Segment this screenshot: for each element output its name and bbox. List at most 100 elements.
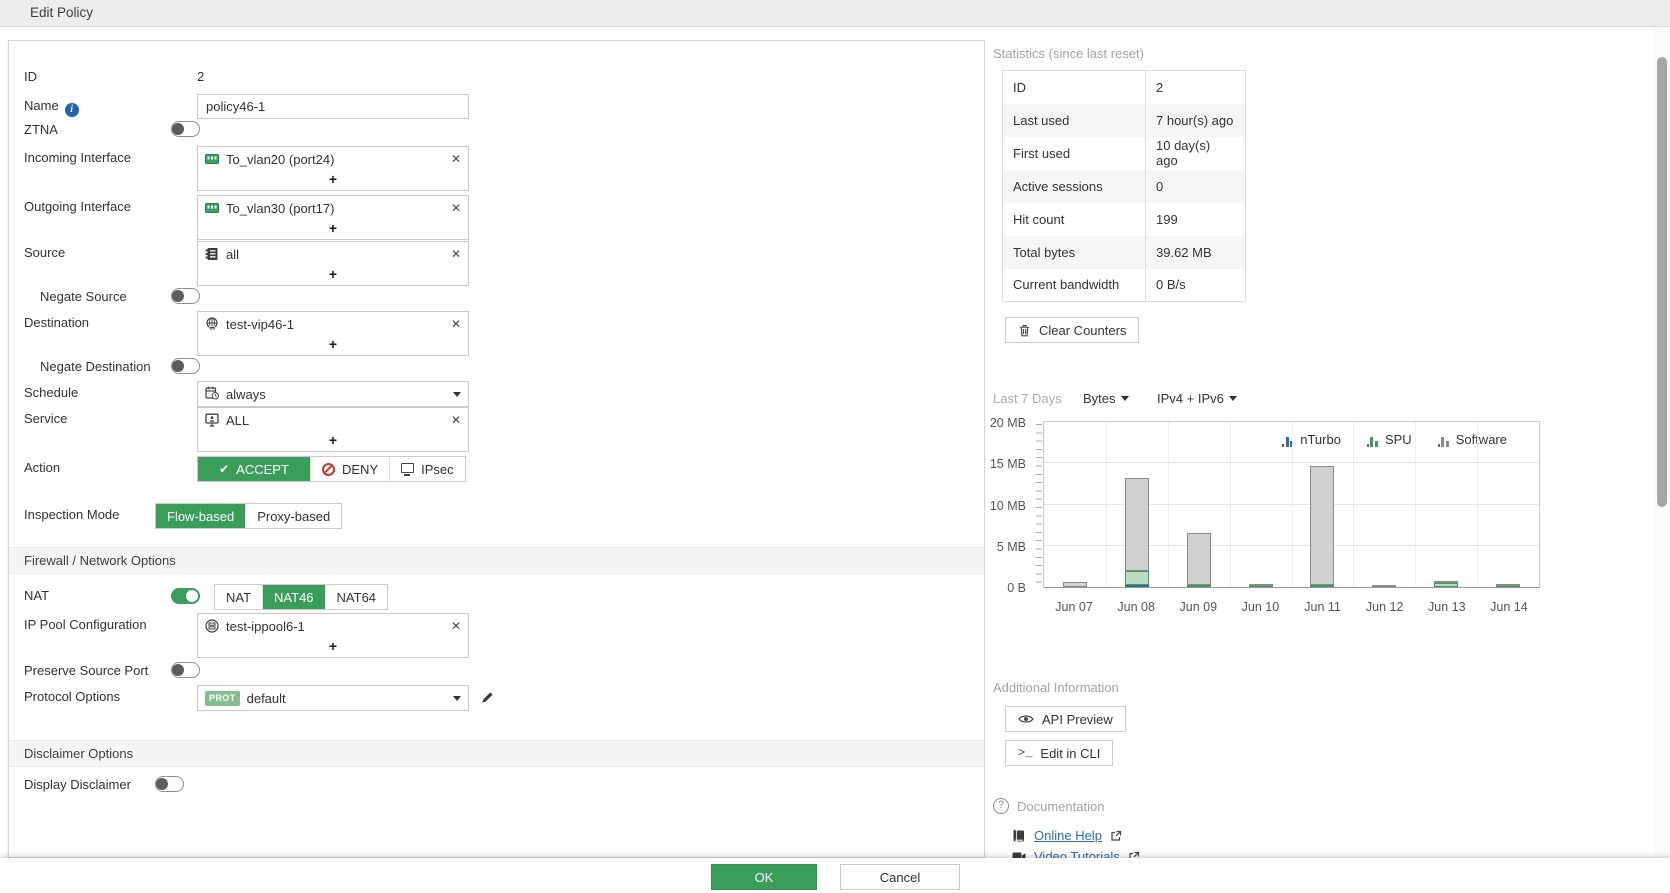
stats-row: First used 10 day(s) ago	[1003, 136, 1246, 170]
remove-icon[interactable]: ✕	[450, 413, 461, 427]
outgoing-interface-label: Outgoing Interface	[24, 199, 131, 214]
negate-destination-toggle[interactable]	[171, 358, 200, 374]
schedule-select[interactable]: always	[197, 381, 469, 407]
destination-entry: test-vip46-1 ✕	[198, 312, 468, 336]
chart-bar-segment	[1434, 582, 1459, 587]
display-disclaimer-label: Display Disclaimer	[24, 777, 131, 792]
inspection-mode-label: Inspection Mode	[24, 507, 120, 522]
stats-label: Current bandwidth	[1013, 277, 1120, 293]
info-icon[interactable]: i	[64, 103, 79, 117]
destination-value: test-vip46-1	[226, 316, 294, 332]
gridline	[1415, 422, 1417, 587]
add-service-button[interactable]: +	[328, 432, 338, 448]
legend-item-software[interactable]: Software	[1437, 432, 1507, 447]
chart-bar-segment	[1124, 570, 1149, 586]
nat-button[interactable]: NAT	[215, 585, 263, 609]
legend-label: nTurbo	[1300, 432, 1341, 447]
ip-pool-box: test-ippool6-1 ✕ +	[197, 613, 469, 658]
x-tick-label: Jun 11	[1304, 600, 1341, 614]
add-ip-pool-button[interactable]: +	[328, 638, 338, 654]
scrollbar-track[interactable]	[1654, 27, 1670, 893]
chart-bar-segment	[1310, 584, 1335, 587]
scrollbar-thumb[interactable]	[1657, 57, 1667, 507]
ip-pool-label: IP Pool Configuration	[24, 617, 147, 632]
chart-unit-dropdown[interactable]: Bytes	[1083, 391, 1129, 406]
action-deny-button[interactable]: DENY	[310, 457, 390, 481]
action-label: Action	[24, 460, 61, 475]
stats-label: Total bytes	[1013, 244, 1076, 260]
y-tick-label: 5 MB	[996, 539, 1026, 554]
negate-source-toggle[interactable]	[171, 288, 200, 304]
inspection-flow-button[interactable]: Flow-based	[156, 504, 246, 528]
id-label: ID	[24, 69, 37, 84]
service-icon	[205, 413, 219, 427]
stats-row: Current bandwidth 0 B/s	[1003, 268, 1246, 302]
chart-bar-segment	[1248, 584, 1273, 587]
api-preview-button[interactable]: API Preview	[1005, 706, 1126, 732]
add-outgoing-interface-button[interactable]: +	[328, 220, 338, 236]
chart-range-label: Last 7 Days	[993, 391, 1062, 406]
remove-icon[interactable]: ✕	[450, 152, 461, 166]
stats-value: 2	[1145, 70, 1246, 104]
inspection-proxy-button[interactable]: Proxy-based	[245, 504, 342, 528]
x-tick-label: Jun 12	[1365, 600, 1404, 614]
x-tick-label: Jun 09	[1179, 600, 1218, 614]
nat46-button[interactable]: NAT46	[262, 585, 325, 609]
stats-value: 10 day(s) ago	[1145, 136, 1246, 170]
action-ipsec-button[interactable]: IPsec	[389, 457, 465, 481]
ztna-toggle[interactable]	[171, 121, 200, 137]
schedule-value: always	[226, 386, 266, 402]
stats-row: ID 2	[1003, 70, 1246, 104]
outgoing-interface-entry: To_vlan30 (port17) ✕	[198, 196, 468, 220]
y-tick-label: 20 MB	[989, 416, 1026, 430]
x-tick-label: Jun 07	[1055, 600, 1093, 614]
x-tick-label: Jun 14	[1490, 600, 1528, 614]
edit-in-cli-button[interactable]: >_ Edit in CLI	[1005, 740, 1114, 766]
interface-icon	[205, 152, 219, 166]
action-accept-button[interactable]: ✔ ACCEPT	[198, 457, 310, 481]
source-box: all ✕ +	[197, 241, 469, 286]
protocol-options-select[interactable]: PROT default	[197, 685, 469, 711]
chart-x-axis: Jun 07 Jun 08 Jun 09 Jun 10 Jun 11 Jun 12 Jun …	[1043, 600, 1540, 614]
remove-icon[interactable]: ✕	[450, 247, 461, 261]
ip-pool-entry: test-ippool6-1 ✕	[198, 614, 468, 638]
chart-ip-family-dropdown[interactable]: IPv4 + IPv6	[1157, 391, 1237, 406]
address-icon	[205, 247, 219, 261]
display-disclaimer-toggle[interactable]	[155, 776, 184, 792]
incoming-interface-box: To_vlan20 (port24) ✕ +	[197, 146, 469, 191]
stats-row: Last used 7 hour(s) ago	[1002, 103, 1246, 137]
edit-pencil-icon[interactable]	[481, 691, 494, 704]
destination-box: test-vip46-1 ✕ +	[197, 311, 469, 356]
remove-icon[interactable]: ✕	[450, 317, 461, 331]
add-destination-button[interactable]: +	[328, 336, 338, 352]
remove-icon[interactable]: ✕	[450, 201, 461, 215]
cancel-button[interactable]: Cancel	[840, 864, 960, 890]
remove-icon[interactable]: ✕	[450, 619, 461, 633]
service-label: Service	[24, 411, 68, 426]
clear-counters-button[interactable]: Clear Counters	[1005, 317, 1140, 343]
deny-icon	[322, 462, 335, 476]
online-help-link[interactable]: Online Help	[1034, 828, 1102, 843]
gridline	[1167, 422, 1169, 587]
external-link-icon	[1110, 830, 1122, 842]
name-label: Name i	[24, 94, 197, 117]
ok-button[interactable]: OK	[711, 864, 817, 890]
nat64-button[interactable]: NAT64	[324, 585, 388, 609]
outgoing-interface-value: To_vlan30 (port17)	[226, 200, 335, 216]
add-incoming-interface-button[interactable]: +	[328, 171, 338, 187]
x-tick-label: Jun 13	[1428, 600, 1466, 614]
stats-value: 7 hour(s) ago	[1145, 103, 1246, 137]
preserve-source-port-label: Preserve Source Port	[24, 663, 149, 678]
service-value: ALL	[226, 412, 250, 428]
footer-bar	[0, 858, 1670, 893]
preserve-source-port-toggle[interactable]	[171, 662, 200, 678]
book-icon	[1012, 829, 1026, 843]
add-source-button[interactable]: +	[328, 266, 338, 282]
nat-toggle[interactable]	[171, 588, 200, 604]
chart-legend: nTurbo SPU Software	[1278, 430, 1511, 449]
legend-item-spu[interactable]: SPU	[1366, 432, 1412, 447]
outgoing-interface-box: To_vlan30 (port17) ✕ +	[197, 195, 469, 240]
name-input[interactable]	[197, 94, 469, 119]
statistics-table: ID 2 Last used 7 hour(s) ago First used 10 da…	[1002, 70, 1246, 302]
